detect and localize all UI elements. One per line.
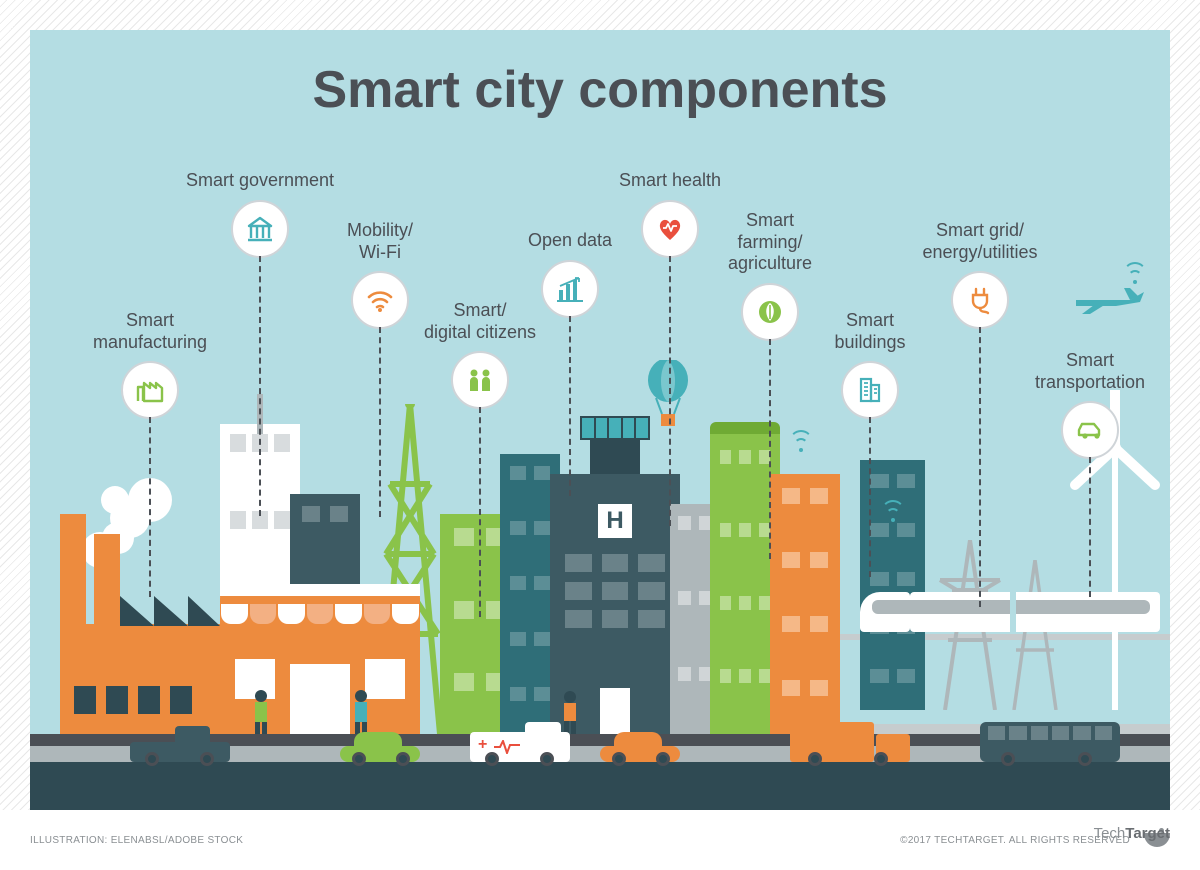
vehicle-car (340, 730, 420, 762)
component-label: Smarttransportation (1010, 350, 1170, 393)
train (860, 586, 1160, 632)
plug-icon (951, 271, 1009, 329)
vehicle-bus (980, 720, 1120, 762)
orange-shop (220, 584, 420, 734)
factory-building (60, 574, 220, 734)
footer: ILLUSTRATION: ELENABSL/ADOBE STOCK ©2017… (30, 820, 1170, 860)
people-icon (451, 351, 509, 409)
leader-line (479, 407, 481, 617)
leader-line (769, 339, 771, 559)
wifi-decoration-plane (1122, 262, 1148, 288)
component-grid: Smart grid/energy/utilities (900, 220, 1060, 329)
infographic-canvas: Smart city components (30, 30, 1170, 810)
credit-left: ILLUSTRATION: ELENABSL/ADOBE STOCK (30, 835, 243, 846)
vehicle-truck (790, 718, 910, 762)
component-label: Mobility/Wi-Fi (300, 220, 460, 263)
hospital-main: H (550, 474, 680, 734)
page: Smart city components (0, 0, 1200, 870)
component-manufacturing: Smartmanufacturing (70, 310, 230, 419)
component-label: Smartfarming/agriculture (690, 210, 850, 275)
component-label: Smart health (590, 170, 750, 192)
leader-line (1089, 457, 1091, 597)
brand-name: TechTarget (1094, 825, 1170, 842)
pylon-2 (1000, 560, 1070, 710)
car-icon (1061, 401, 1119, 459)
component-label: Smart government (180, 170, 340, 192)
component-label: Smart grid/energy/utilities (900, 220, 1060, 263)
component-transportation: Smarttransportation (1010, 350, 1170, 459)
vehicle-pickup (130, 726, 230, 762)
building-icon (841, 361, 899, 419)
ground-bar (30, 762, 1170, 810)
leader-line (149, 417, 151, 597)
leader-line (869, 417, 871, 577)
bank-icon (231, 200, 289, 258)
leader-line (979, 327, 981, 607)
leader-line (569, 316, 571, 496)
leader-line (379, 327, 381, 517)
wifi-decoration-1 (788, 430, 814, 456)
chart-icon (541, 260, 599, 318)
factory-icon (121, 361, 179, 419)
orange-tall (770, 474, 840, 734)
page-title: Smart city components (30, 60, 1170, 120)
leader-line (669, 256, 671, 526)
vehicle-car (600, 730, 680, 762)
vehicle-ambulance: + (470, 722, 570, 762)
leader-line (259, 256, 261, 516)
wifi-decoration-2 (880, 500, 906, 526)
hot-air-balloon (646, 360, 690, 430)
component-label: Smartmanufacturing (70, 310, 230, 353)
